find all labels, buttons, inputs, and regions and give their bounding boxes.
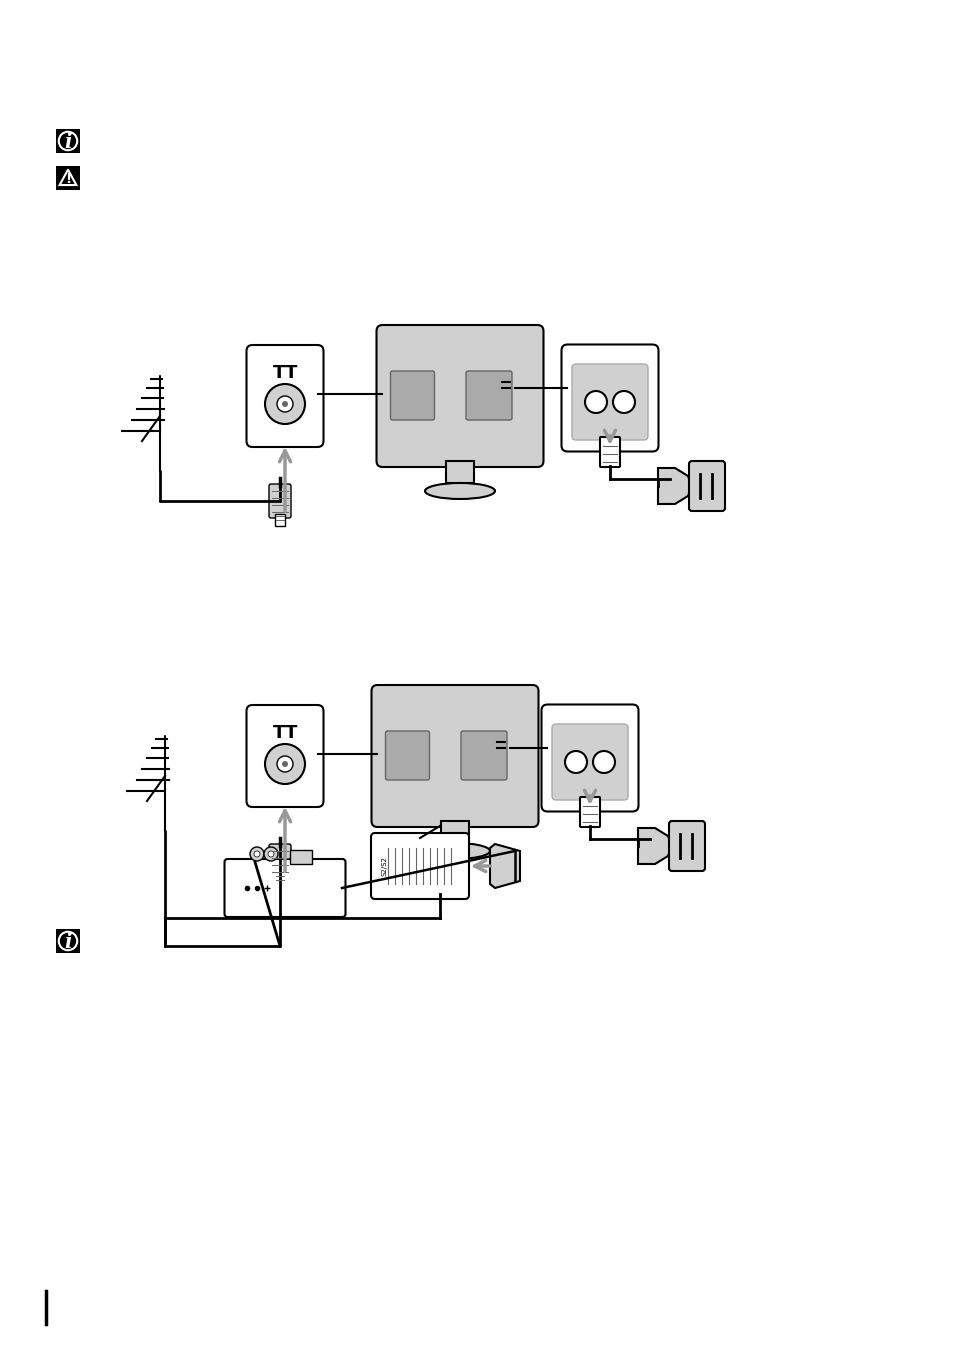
Circle shape bbox=[253, 852, 260, 857]
Circle shape bbox=[613, 391, 635, 414]
Circle shape bbox=[59, 132, 77, 151]
FancyBboxPatch shape bbox=[269, 843, 291, 877]
FancyBboxPatch shape bbox=[552, 724, 627, 800]
Text: !: ! bbox=[65, 172, 71, 186]
Circle shape bbox=[265, 384, 305, 424]
Circle shape bbox=[276, 396, 293, 412]
Circle shape bbox=[593, 751, 615, 773]
FancyBboxPatch shape bbox=[460, 731, 506, 780]
Circle shape bbox=[250, 848, 264, 861]
Circle shape bbox=[268, 852, 274, 857]
Text: T: T bbox=[285, 724, 297, 742]
FancyBboxPatch shape bbox=[599, 437, 619, 466]
FancyBboxPatch shape bbox=[668, 820, 704, 871]
Circle shape bbox=[584, 391, 606, 414]
Circle shape bbox=[265, 744, 305, 784]
FancyBboxPatch shape bbox=[371, 833, 469, 899]
Circle shape bbox=[564, 751, 586, 773]
Circle shape bbox=[264, 848, 277, 861]
Text: T: T bbox=[273, 363, 285, 382]
Bar bbox=[290, 850, 312, 864]
FancyBboxPatch shape bbox=[579, 797, 599, 827]
Polygon shape bbox=[658, 468, 691, 504]
Text: T: T bbox=[285, 363, 297, 382]
Ellipse shape bbox=[424, 483, 495, 499]
Text: i: i bbox=[64, 132, 71, 152]
FancyBboxPatch shape bbox=[56, 165, 80, 190]
FancyBboxPatch shape bbox=[376, 325, 543, 466]
FancyBboxPatch shape bbox=[561, 344, 658, 452]
Circle shape bbox=[282, 761, 288, 767]
Text: i: i bbox=[64, 932, 71, 952]
Polygon shape bbox=[638, 829, 671, 864]
FancyBboxPatch shape bbox=[572, 363, 647, 439]
Polygon shape bbox=[490, 843, 519, 888]
FancyBboxPatch shape bbox=[269, 484, 291, 518]
FancyBboxPatch shape bbox=[56, 929, 80, 953]
FancyBboxPatch shape bbox=[688, 461, 724, 511]
FancyBboxPatch shape bbox=[465, 372, 512, 420]
FancyBboxPatch shape bbox=[371, 685, 537, 827]
FancyBboxPatch shape bbox=[56, 129, 80, 153]
Bar bbox=[274, 875, 285, 885]
Bar bbox=[446, 461, 474, 483]
Bar bbox=[440, 820, 469, 843]
Circle shape bbox=[282, 401, 288, 407]
FancyBboxPatch shape bbox=[246, 344, 323, 447]
Text: S2/S2: S2/S2 bbox=[381, 856, 388, 876]
Text: T: T bbox=[273, 724, 285, 742]
FancyBboxPatch shape bbox=[541, 705, 638, 811]
Polygon shape bbox=[60, 170, 76, 184]
FancyBboxPatch shape bbox=[390, 372, 434, 420]
Bar bbox=[274, 514, 285, 526]
FancyBboxPatch shape bbox=[224, 858, 345, 917]
FancyBboxPatch shape bbox=[273, 879, 287, 898]
FancyBboxPatch shape bbox=[385, 731, 429, 780]
Circle shape bbox=[276, 757, 293, 772]
FancyBboxPatch shape bbox=[246, 705, 323, 807]
Ellipse shape bbox=[419, 843, 490, 858]
Circle shape bbox=[59, 932, 77, 951]
